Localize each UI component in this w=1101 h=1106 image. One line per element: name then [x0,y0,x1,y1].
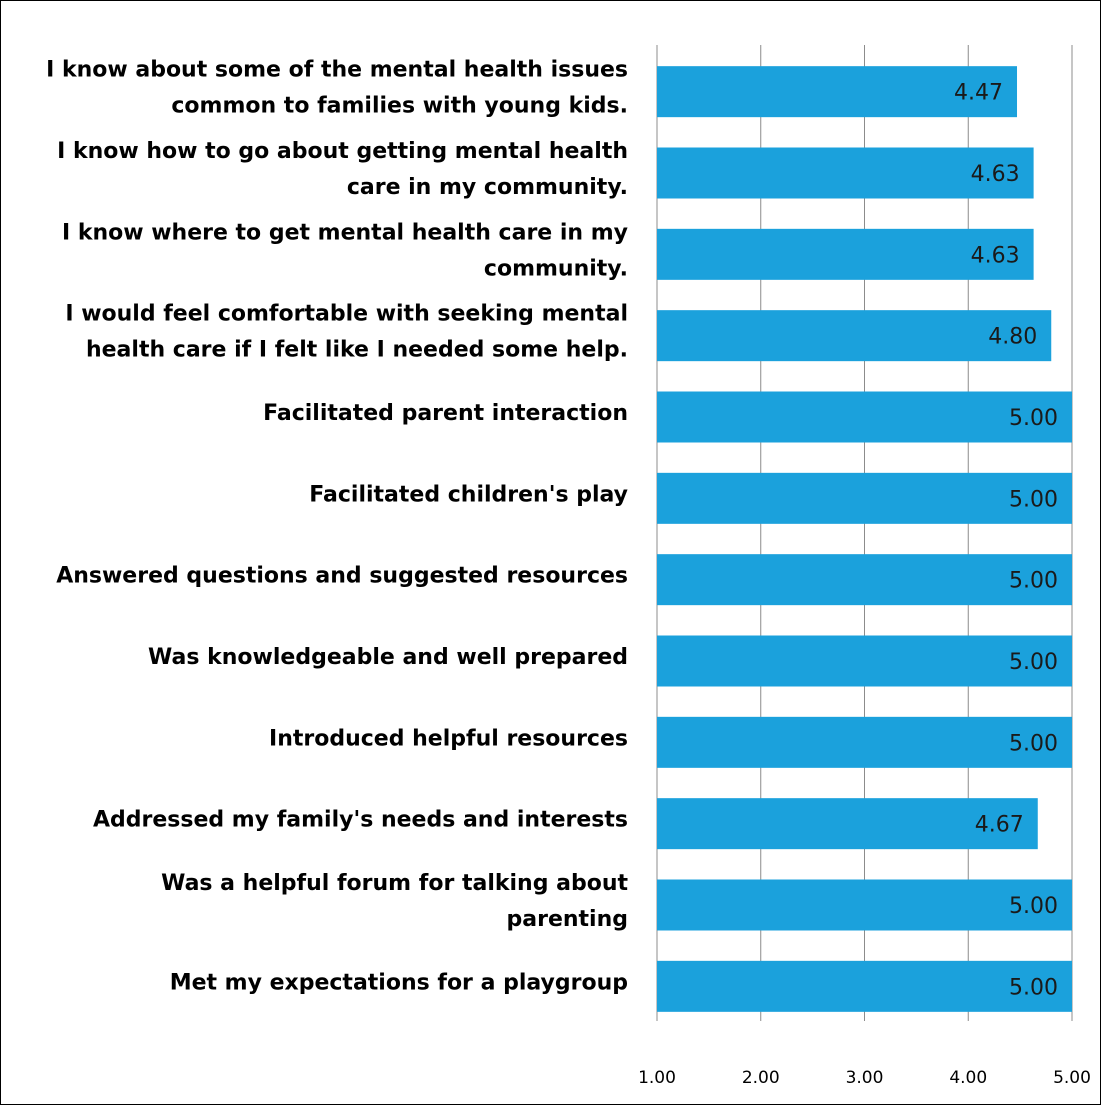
data-label: 5.00 [1009,975,1058,1000]
category-label: Was knowledgeable and well prepared [148,645,628,670]
category-label: common to families with young kids. [171,94,628,119]
bar [657,472,1072,524]
category-label: I know how to go about getting mental he… [57,139,628,164]
x-tick-label: 1.00 [638,1068,676,1088]
category-label: Answered questions and suggested resourc… [56,564,628,589]
bar [657,960,1072,1012]
data-label: 4.63 [971,243,1020,268]
category-label: Facilitated parent interaction [263,401,628,426]
category-label: parenting [507,907,629,932]
data-label: 5.00 [1009,487,1058,512]
data-label: 5.00 [1009,406,1058,431]
category-label: I know about some of the mental health i… [46,58,628,83]
bar [657,147,1034,199]
bar [657,716,1072,768]
bar [657,798,1038,850]
data-label: 5.00 [1009,650,1058,675]
bar [657,66,1018,118]
category-label: Was a helpful forum for talking about [161,871,628,896]
category-label: community. [484,256,628,281]
bar [657,879,1072,931]
category-label: health care if I felt like I needed some… [86,338,628,363]
bar [657,391,1072,443]
x-tick-label: 5.00 [1053,1068,1091,1088]
bar [657,228,1034,280]
data-label: 5.00 [1009,569,1058,594]
category-label: care in my community. [347,175,628,200]
data-label: 4.47 [954,81,1003,106]
category-label: Facilitated children's play [309,482,628,507]
bar [657,635,1072,687]
data-label: 4.80 [988,325,1037,350]
data-label: 5.00 [1009,731,1058,756]
category-label: Introduced helpful resources [269,726,628,751]
data-label: 4.63 [971,162,1020,187]
x-tick-label: 4.00 [949,1068,987,1088]
category-label: I know where to get mental health care i… [62,220,628,245]
category-label: I would feel comfortable with seeking me… [65,302,628,327]
x-tick-label: 2.00 [742,1068,780,1088]
data-label: 4.67 [975,813,1024,838]
bar [657,554,1072,606]
x-tick-label: 3.00 [846,1068,884,1088]
category-label: Met my expectations for a playgroup [170,970,628,995]
data-label: 5.00 [1009,894,1058,919]
bar [657,310,1052,362]
category-label: Addressed my family's needs and interest… [93,808,628,833]
